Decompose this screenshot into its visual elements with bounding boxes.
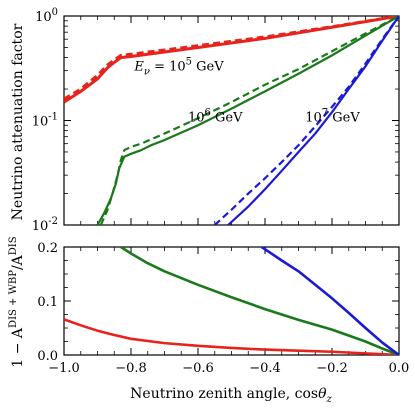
tick-exp: -2: [48, 216, 58, 227]
bottom-y-axis-title: 1 − ADIS + WBP/ADIS: [8, 236, 26, 367]
bottom-x-tick-label: −0.6: [182, 361, 214, 376]
top-y-tick-label: 100: [35, 7, 58, 25]
tick-base: 10: [32, 115, 49, 130]
bottom-x-tick-label: −0.8: [115, 361, 147, 376]
ann-base: 10: [305, 110, 322, 125]
ann-eq: = 10: [150, 60, 186, 75]
x-title-theta: θ: [318, 386, 327, 402]
bottom-panel-frame: [63, 246, 400, 356]
bottom-y-tick-label: 0.0: [37, 349, 58, 364]
bottom-y-title-prefix: 1 − A: [10, 327, 26, 368]
bottom-y-tick-label: 0.2: [37, 241, 58, 256]
annotation-e1e5: Eν = 105 GeV: [133, 57, 224, 78]
ann-exp: 6: [204, 107, 210, 118]
ann-exp: 5: [186, 57, 192, 68]
bottom-x-tick-label: 0.0: [389, 361, 410, 376]
bottom-y-title-sup1: DIS + WBP: [8, 270, 19, 328]
series-line-b-solid: [227, 16, 399, 225]
top-series-group: [64, 16, 399, 225]
top-y-tick-label: 10-1: [32, 112, 58, 130]
tick-exp: 0: [52, 7, 58, 18]
x-axis-title: Neutrino zenith angle, cosθz: [130, 386, 332, 405]
ann-prefix: E: [133, 60, 144, 75]
tick-exp: -1: [48, 112, 58, 123]
bottom-x-axis: −1.0 −0.8 −0.6 −0.4 −0.2 0.0: [48, 247, 409, 376]
bottom-y-tick-label: 0.1: [37, 295, 58, 310]
series-line-g-dash: [99, 16, 399, 225]
bottom-x-tick-label: −0.2: [316, 361, 348, 376]
series-line-r-diff: [64, 318, 399, 355]
annotation-e1e7: 107 GeV: [305, 107, 360, 125]
series-line-r-solid: [64, 16, 399, 104]
top-y-axis-title: Neutrino attenuation factor: [10, 23, 26, 220]
x-title-sub: z: [326, 394, 333, 405]
bottom-y-title-sup2: DIS: [8, 236, 19, 255]
series-line-r-dash: [64, 16, 399, 101]
bottom-x-tick-label: −1.0: [48, 361, 80, 376]
ann-exp: 7: [322, 107, 328, 118]
bottom-series-group: [64, 247, 399, 355]
ann-unit: GeV: [211, 110, 243, 125]
series-line-b-dash: [214, 16, 399, 225]
series-line-b-diff: [260, 247, 399, 355]
tick-base: 10: [32, 219, 49, 234]
ann-sub: ν: [144, 67, 150, 78]
bottom-x-tick-label: −0.4: [249, 361, 281, 376]
annotation-e1e6: 106 GeV: [188, 107, 243, 125]
bottom-y-title-slash: /A: [10, 254, 26, 270]
tick-base: 10: [35, 10, 52, 25]
top-y-tick-label: 10-2: [32, 216, 58, 234]
ann-base: 10: [188, 110, 205, 125]
ann-unit: GeV: [192, 60, 224, 75]
x-title-text: Neutrino zenith angle, cos: [130, 386, 318, 402]
bottom-y-axis: 0.0 0.1 0.2: [37, 241, 399, 364]
ann-unit: GeV: [328, 110, 360, 125]
series-line-g-diff: [120, 247, 399, 355]
